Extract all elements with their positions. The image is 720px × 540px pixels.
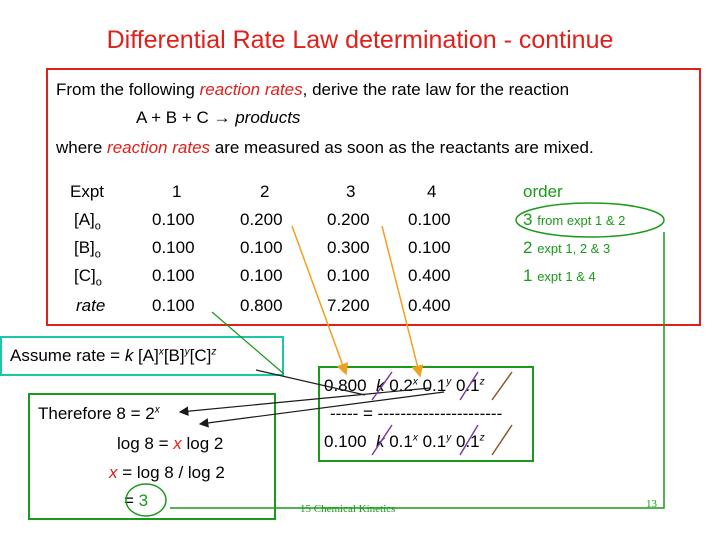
table-cell: 0.400 [408, 296, 451, 315]
table-cell: 0.100 [152, 296, 195, 315]
table-cell: 0.200 [240, 210, 283, 229]
intro-text: From the following [56, 80, 200, 99]
table-cell: 0.300 [327, 238, 370, 257]
table-cell: 0.100 [152, 210, 195, 229]
row-label-a: [A]o [74, 210, 101, 233]
ratio-denominator: 0.100 k 0.1x 0.1y 0.1z [324, 432, 485, 451]
assume-rate-law: Assume rate = k [A]x[B]y[C]z [10, 346, 217, 365]
reaction-reactants: A + B + C → [136, 108, 236, 127]
slide-title: Differential Rate Law determination - co… [106, 26, 614, 54]
order-c: 1 expt 1 & 4 [523, 266, 596, 285]
order-b: 2 expt 1, 2 & 3 [523, 238, 611, 257]
therefore-line-3: x = log 8 / log 2 [109, 463, 225, 482]
intro-highlight: reaction rates [107, 138, 211, 157]
intro-text: where [56, 138, 108, 157]
table-cell: 0.100 [408, 238, 451, 257]
problem-box [46, 68, 701, 326]
table-cell: 0.100 [240, 238, 283, 257]
therefore-line-2: log 8 = x log 2 [117, 434, 224, 453]
row-label-rate: rate [76, 296, 106, 315]
table-cell: 7.200 [327, 296, 370, 315]
row-label-b: [B]o [74, 238, 101, 261]
row-label-c: [C]o [74, 266, 102, 289]
order-a: 3 from expt 1 & 2 [523, 210, 626, 229]
therefore-result: = 3 [124, 491, 149, 510]
therefore-line-1: Therefore 8 = 2x [38, 404, 160, 423]
table-cell: 0.100 [152, 238, 195, 257]
table-cell: 0.800 [240, 296, 283, 315]
table-header-expt-3: 3 [346, 182, 356, 201]
intro-line-1: From the following reaction rates, deriv… [56, 80, 569, 100]
table-header-expt-2: 2 [260, 182, 270, 201]
table-cell: 0.100 [408, 210, 451, 229]
ratio-divider: ----- = ---------------------- [330, 404, 503, 423]
table-cell: 0.100 [152, 266, 195, 285]
table-cell: 0.200 [327, 210, 370, 229]
table-header-expt-4: 4 [427, 182, 437, 201]
reaction-equation: A + B + C → products [136, 108, 300, 128]
table-cell: 0.400 [408, 266, 451, 285]
intro-highlight: reaction rates [199, 80, 303, 99]
intro-text: are measured as soon as the reactants ar… [210, 138, 594, 157]
table-cell: 0.100 [240, 266, 283, 285]
footer-title: 15 Chemical Kinetics [300, 503, 396, 515]
slide-number: 13 [646, 498, 657, 510]
table-cell: 0.100 [327, 266, 370, 285]
reaction-products: products [235, 108, 301, 127]
intro-text: , derive the rate law for the reaction [302, 80, 570, 99]
ratio-numerator: 0.800 k 0.2x 0.1y 0.1z [324, 376, 485, 395]
table-header-expt: Expt [70, 182, 105, 201]
intro-line-3: where reaction rates are measured as soo… [56, 138, 594, 158]
table-header-expt-1: 1 [172, 182, 182, 201]
order-header: order [523, 182, 563, 201]
